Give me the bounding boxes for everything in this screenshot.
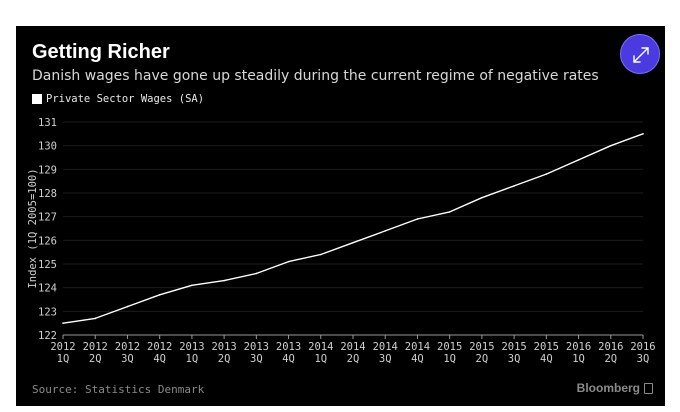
x-tick-label-year: 2013: [244, 341, 269, 353]
x-tick-label-quarter: 3Q: [250, 353, 263, 365]
x-tick-label-quarter: 2Q: [347, 353, 360, 365]
data-point: [287, 260, 290, 263]
y-tick-label: 127: [38, 212, 57, 224]
data-point: [223, 279, 225, 282]
x-tick-label-quarter: 3Q: [637, 353, 650, 365]
line-chart: 12212312412512612712812913013120121Q2012…: [27, 117, 656, 365]
x-tick-label-quarter: 3Q: [121, 353, 134, 365]
x-tick-label-quarter: 4Q: [540, 353, 553, 365]
y-tick-label: 130: [38, 141, 57, 153]
y-tick-label: 131: [38, 117, 57, 129]
x-tick-label-year: 2015: [534, 341, 559, 353]
legend-label: Private Sector Wages (SA): [46, 93, 205, 105]
data-point: [384, 230, 387, 232]
y-tick-label: 126: [38, 235, 57, 247]
x-tick-label-quarter: 2Q: [604, 353, 617, 365]
x-tick-label-quarter: 2Q: [218, 353, 231, 365]
data-point: [481, 196, 483, 199]
y-tick-label: 125: [38, 259, 57, 271]
y-tick-label: 129: [38, 164, 57, 176]
x-tick-label-year: 2012: [50, 341, 75, 353]
y-tick-label: 122: [38, 330, 57, 342]
x-tick-label-quarter: 1Q: [57, 353, 70, 365]
data-point: [448, 211, 451, 213]
x-tick-label-quarter: 3Q: [508, 353, 521, 365]
x-tick-label-quarter: 2Q: [89, 353, 102, 365]
x-tick-label-year: 2012: [83, 341, 108, 353]
chart-title: Getting Richer: [32, 41, 170, 63]
legend-swatch: [32, 94, 42, 104]
data-point: [319, 253, 322, 256]
expand-button[interactable]: [620, 34, 660, 74]
x-tick-label-year: 2014: [340, 341, 365, 353]
x-tick-label-year: 2014: [308, 341, 333, 353]
data-point: [609, 144, 612, 147]
data-point: [94, 317, 97, 320]
bloomberg-logo-icon: [644, 382, 653, 394]
x-tick-label-quarter: 1Q: [186, 353, 199, 365]
data-point: [545, 173, 548, 175]
x-tick-label-year: 2013: [211, 341, 236, 353]
x-tick-label-year: 2015: [437, 341, 462, 353]
bloomberg-brand: Bloomberg: [577, 381, 653, 395]
data-point: [191, 284, 193, 287]
brand-label: Bloomberg: [576, 381, 640, 395]
x-tick-label-quarter: 4Q: [282, 353, 295, 365]
chart-subtitle: Danish wages have gone up steadily durin…: [32, 68, 599, 84]
y-axis-title: Index (1Q 2005=100): [27, 168, 39, 288]
data-point: [642, 133, 644, 135]
x-tick-label-quarter: 1Q: [572, 353, 585, 365]
data-point: [126, 305, 129, 308]
x-tick-label-quarter: 4Q: [153, 353, 166, 365]
x-tick-label-year: 2012: [147, 341, 172, 353]
data-point: [158, 293, 161, 296]
x-tick-label-year: 2014: [373, 341, 398, 353]
data-point: [62, 322, 64, 324]
x-tick-label-quarter: 4Q: [411, 353, 424, 365]
chart-card: 122 123 124 125 126 127 128 129 130 131 2012 1Q 2012…: [16, 26, 665, 406]
series-line: [62, 133, 644, 324]
x-tick-label-year: 2015: [501, 341, 526, 353]
chart-legend: Private Sector Wages (SA): [32, 93, 204, 105]
x-tick-label-year: 2014: [405, 341, 430, 353]
y-tick-label: 128: [38, 188, 57, 200]
x-tick-label-year: 2013: [179, 341, 204, 353]
data-point: [577, 159, 580, 161]
data-point: [255, 272, 258, 275]
expand-arrows-icon: [633, 47, 649, 63]
x-tick-label-year: 2016: [566, 341, 591, 353]
x-tick-label-quarter: 3Q: [379, 353, 392, 365]
data-point: [416, 218, 419, 220]
x-tick-label-year: 2012: [115, 341, 140, 353]
x-tick-label-quarter: 2Q: [476, 353, 489, 365]
x-tick-label-year: 2016: [630, 341, 655, 353]
x-tick-label-year: 2015: [469, 341, 494, 353]
source-note: Source: Statistics Denmark: [32, 383, 205, 396]
data-point: [513, 185, 515, 187]
x-tick-label-year: 2013: [276, 341, 301, 353]
x-tick-label-quarter: 1Q: [314, 353, 327, 365]
y-tick-label: 123: [38, 306, 57, 318]
y-tick-label: 124: [38, 283, 57, 295]
x-tick-label-quarter: 1Q: [443, 353, 456, 365]
data-point: [352, 241, 354, 244]
x-tick-label-year: 2016: [598, 341, 623, 353]
